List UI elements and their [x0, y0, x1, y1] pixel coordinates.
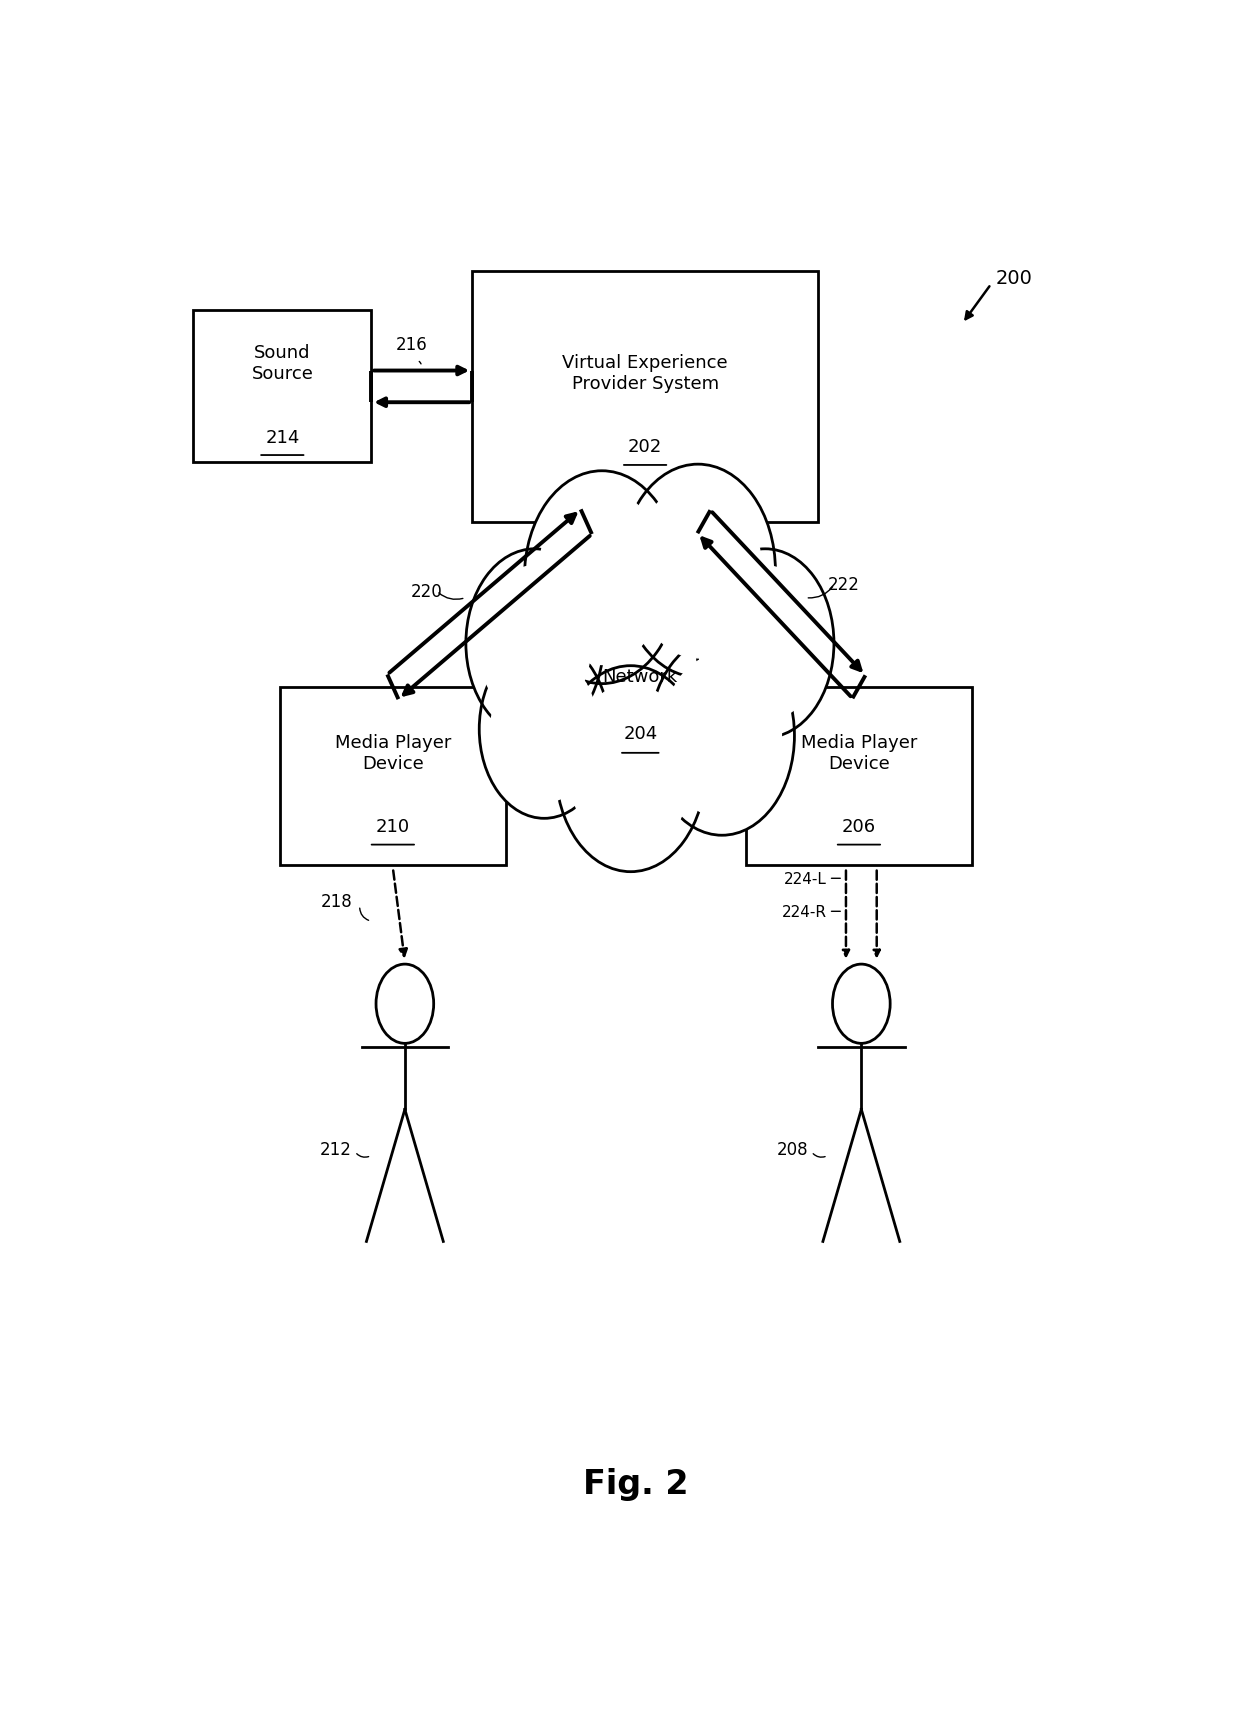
- Circle shape: [479, 641, 609, 819]
- Circle shape: [556, 667, 706, 872]
- Text: 208: 208: [776, 1140, 808, 1159]
- Circle shape: [620, 464, 775, 677]
- Text: Fig. 2: Fig. 2: [583, 1467, 688, 1500]
- Text: 214: 214: [265, 428, 300, 446]
- Text: 210: 210: [376, 818, 410, 836]
- Text: 200: 200: [996, 269, 1033, 288]
- Circle shape: [635, 483, 761, 658]
- Circle shape: [491, 656, 598, 802]
- Circle shape: [479, 566, 591, 722]
- Text: 206: 206: [842, 818, 875, 836]
- Circle shape: [569, 686, 692, 854]
- Text: Media Player
Device: Media Player Device: [801, 734, 918, 771]
- Text: 222: 222: [828, 576, 859, 595]
- Text: 202: 202: [627, 439, 662, 456]
- Text: 216: 216: [397, 336, 428, 353]
- FancyBboxPatch shape: [472, 273, 818, 523]
- FancyBboxPatch shape: [280, 687, 506, 866]
- Text: Sound
Source: Sound Source: [252, 345, 314, 382]
- Circle shape: [538, 490, 666, 665]
- Circle shape: [709, 566, 822, 722]
- FancyBboxPatch shape: [746, 687, 972, 866]
- Circle shape: [650, 636, 795, 836]
- Circle shape: [466, 550, 604, 739]
- Text: 220: 220: [412, 583, 443, 600]
- Circle shape: [697, 550, 835, 739]
- Text: 224-L: 224-L: [784, 871, 827, 886]
- Text: Network: Network: [603, 668, 678, 686]
- Circle shape: [525, 471, 680, 684]
- Text: Media Player
Device: Media Player Device: [335, 734, 451, 771]
- Text: 204: 204: [624, 725, 657, 742]
- Text: Virtual Experience
Provider System: Virtual Experience Provider System: [562, 353, 728, 393]
- Text: 212: 212: [320, 1140, 352, 1159]
- Text: 224-R: 224-R: [781, 905, 827, 919]
- FancyBboxPatch shape: [193, 312, 371, 463]
- Circle shape: [662, 655, 781, 818]
- Text: 218: 218: [320, 893, 352, 910]
